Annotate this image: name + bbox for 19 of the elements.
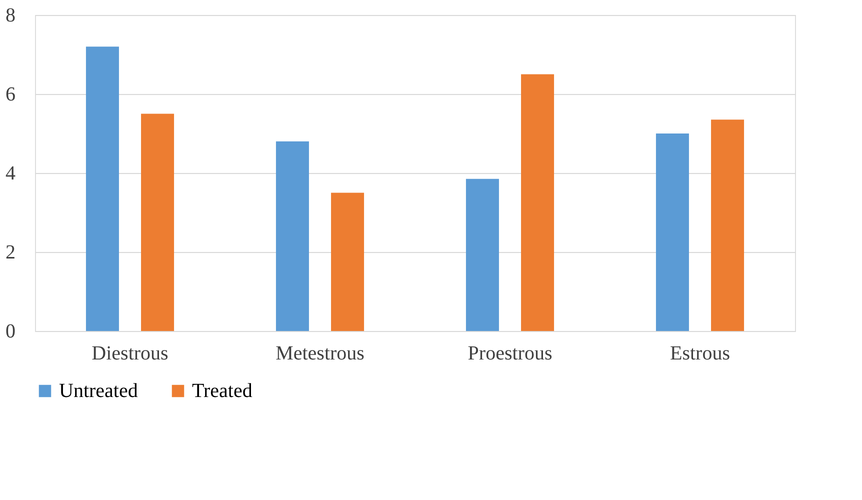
bar — [276, 141, 309, 331]
y-tick-label: 2 — [6, 242, 16, 264]
bar — [711, 120, 744, 331]
x-tick-label: Diestrous — [92, 342, 169, 364]
x-tick-label: Estrous — [670, 342, 730, 364]
x-tick-label: Proestrous — [468, 342, 552, 364]
bar — [466, 178, 499, 331]
y-tick-label: 8 — [6, 4, 16, 26]
x-tick-label: Metestrous — [276, 342, 365, 364]
bar — [141, 114, 174, 331]
y-tick-label: 6 — [6, 84, 16, 106]
legend-label: Untreated — [59, 380, 138, 402]
legend-label: Treated — [192, 380, 252, 402]
bar — [521, 74, 554, 331]
bar — [86, 46, 119, 331]
y-tick-label: 0 — [6, 320, 16, 342]
bar — [656, 134, 689, 331]
y-tick-label: 4 — [6, 162, 16, 184]
bar — [331, 192, 364, 331]
